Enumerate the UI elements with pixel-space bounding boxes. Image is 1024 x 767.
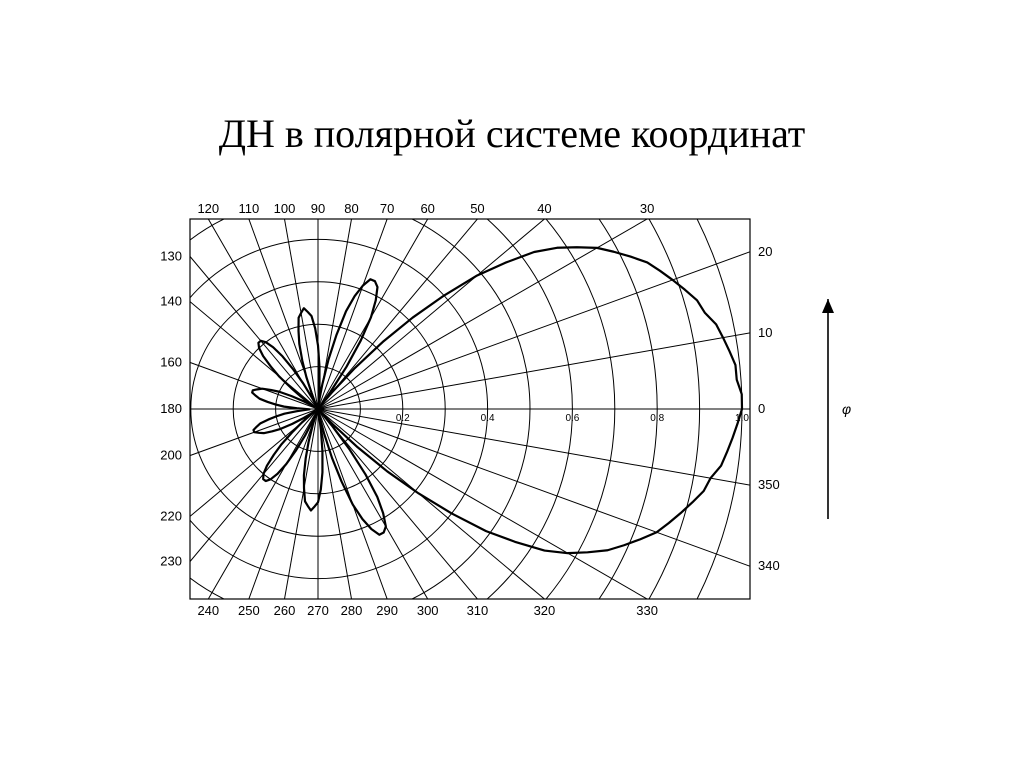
angle-label: 70 xyxy=(380,201,394,216)
phi-axis-label: φ xyxy=(842,401,851,417)
radial-tick-label: 0.6 xyxy=(565,413,579,424)
radial-tick-label: 1.0 xyxy=(735,413,749,424)
angle-label: 50 xyxy=(470,201,484,216)
angle-label: 290 xyxy=(376,603,398,618)
angle-label: 140 xyxy=(160,294,182,309)
angle-label: 180 xyxy=(160,401,182,416)
angle-label: 0 xyxy=(758,401,765,416)
angle-label: 200 xyxy=(160,448,182,463)
angle-label: 160 xyxy=(160,354,182,369)
angle-label: 350 xyxy=(758,477,780,492)
angle-label: 270 xyxy=(307,603,329,618)
angle-label: 260 xyxy=(274,603,296,618)
angle-label: 110 xyxy=(238,201,259,216)
angle-label: 320 xyxy=(534,603,556,618)
polar-chart: 0.2 0.4 0.6 0.8 1.0 0 10 20 30 40 50 60 70 80 90 100 110… xyxy=(150,195,870,655)
angle-label: 100 xyxy=(274,201,296,216)
angle-label: 250 xyxy=(238,603,260,618)
angle-label: 20 xyxy=(758,244,772,259)
angle-label: 90 xyxy=(311,201,325,216)
angle-label: 300 xyxy=(417,603,439,618)
page-title: ДН в полярной системе координат xyxy=(0,110,1024,157)
angle-label: 240 xyxy=(197,603,219,618)
angle-label: 120 xyxy=(197,201,219,216)
angle-label: 330 xyxy=(636,603,658,618)
angle-label: 30 xyxy=(640,201,654,216)
angle-label: 60 xyxy=(420,201,434,216)
angle-label: 130 xyxy=(160,248,182,263)
angle-label: 10 xyxy=(758,325,772,340)
angle-label: 220 xyxy=(160,508,182,523)
angle-label: 230 xyxy=(160,554,182,569)
radial-tick-label: 0.8 xyxy=(650,413,664,424)
angle-label: 40 xyxy=(537,201,551,216)
arrowhead-icon xyxy=(822,299,834,313)
angle-label: 80 xyxy=(344,201,358,216)
radial-tick-label: 0.4 xyxy=(481,413,495,424)
angle-label: 310 xyxy=(467,603,489,618)
angle-label: 280 xyxy=(341,603,363,618)
angle-label: 340 xyxy=(758,558,780,573)
radial-tick-label: 0.2 xyxy=(396,413,410,424)
